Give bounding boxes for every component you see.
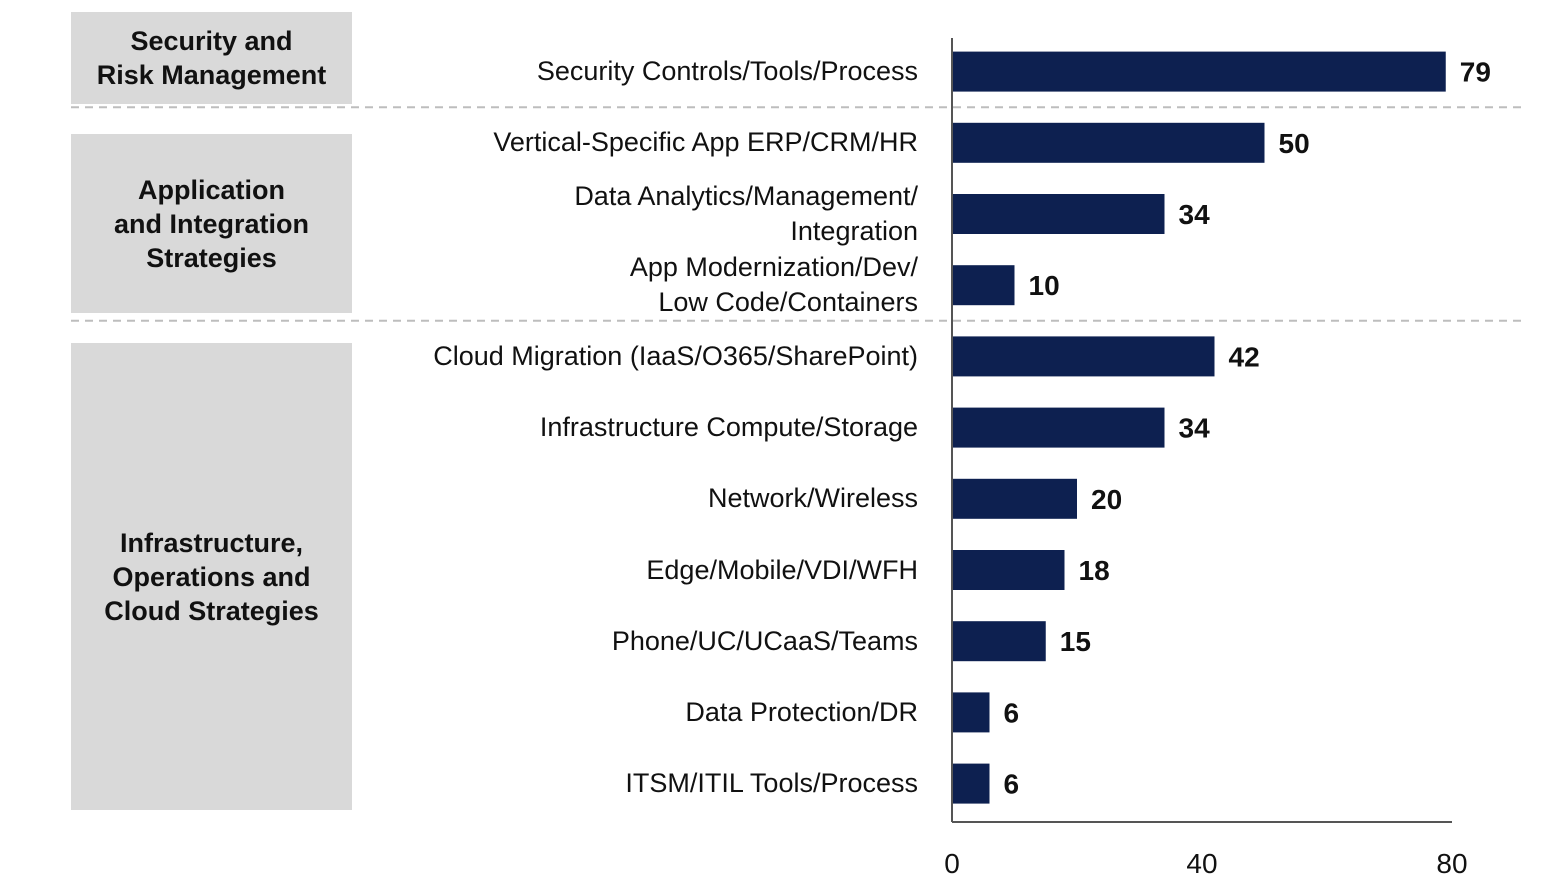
group-label: Application and Integration Strategies bbox=[114, 174, 309, 273]
category-label: ITSM/ITIL Tools/Process bbox=[625, 768, 918, 799]
x-tick-label: 0 bbox=[944, 848, 960, 879]
category-label: Data Protection/DR bbox=[685, 696, 918, 727]
x-tick-label: 40 bbox=[1186, 848, 1217, 879]
bar bbox=[952, 621, 1046, 662]
category-label: Phone/UC/UCaaS/Teams bbox=[611, 625, 918, 656]
category-label: Security Controls/Tools/Process bbox=[536, 56, 918, 87]
bar bbox=[952, 478, 1077, 519]
bar bbox=[952, 336, 1215, 377]
x-tick-label: 80 bbox=[1436, 848, 1467, 879]
data-label: 50 bbox=[1279, 128, 1310, 159]
data-label: 34 bbox=[1179, 413, 1211, 444]
data-label: 10 bbox=[1029, 270, 1060, 301]
bar bbox=[952, 550, 1065, 590]
bar bbox=[952, 51, 1446, 92]
category-label: App Modernization/Dev/ Low Code/Containe… bbox=[629, 252, 918, 318]
category-label: Network/Wireless bbox=[707, 483, 918, 514]
data-label: 20 bbox=[1091, 484, 1122, 515]
group-label: Security and Risk Management bbox=[96, 26, 327, 90]
data-label: 6 bbox=[1004, 697, 1020, 728]
bar bbox=[952, 122, 1265, 163]
data-label: 6 bbox=[1004, 769, 1020, 800]
category-label: Vertical-Specific App ERP/CRM/HR bbox=[493, 127, 918, 158]
group-box: Infrastructure, Operations and Cloud Str… bbox=[71, 343, 352, 810]
data-label: 18 bbox=[1079, 555, 1110, 586]
bar bbox=[952, 692, 990, 733]
bar bbox=[952, 265, 1015, 306]
data-label: 42 bbox=[1229, 341, 1260, 372]
category-label: Cloud Migration (IaaS/O365/SharePoint) bbox=[433, 340, 918, 371]
bar bbox=[952, 763, 990, 804]
category-label: Data Analytics/Management/ Integration bbox=[574, 181, 918, 246]
category-label: Infrastructure Compute/Storage bbox=[539, 412, 918, 443]
data-label: 34 bbox=[1179, 199, 1211, 230]
group-label: Infrastructure, Operations and Cloud Str… bbox=[104, 527, 319, 626]
category-label: Edge/Mobile/VDI/WFH bbox=[646, 554, 918, 585]
data-label: 15 bbox=[1060, 626, 1091, 657]
group-box: Application and Integration Strategies bbox=[71, 134, 352, 313]
bar bbox=[952, 194, 1165, 234]
bar bbox=[952, 407, 1165, 448]
data-label: 79 bbox=[1460, 57, 1491, 88]
group-box: Security and Risk Management bbox=[71, 12, 352, 104]
